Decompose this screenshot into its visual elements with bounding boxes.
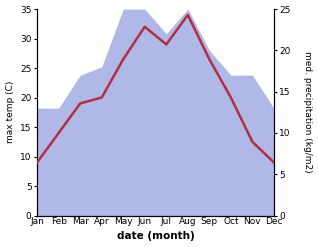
X-axis label: date (month): date (month) xyxy=(117,231,194,242)
Y-axis label: max temp (C): max temp (C) xyxy=(5,81,15,144)
Y-axis label: med. precipitation (kg/m2): med. precipitation (kg/m2) xyxy=(303,51,313,173)
